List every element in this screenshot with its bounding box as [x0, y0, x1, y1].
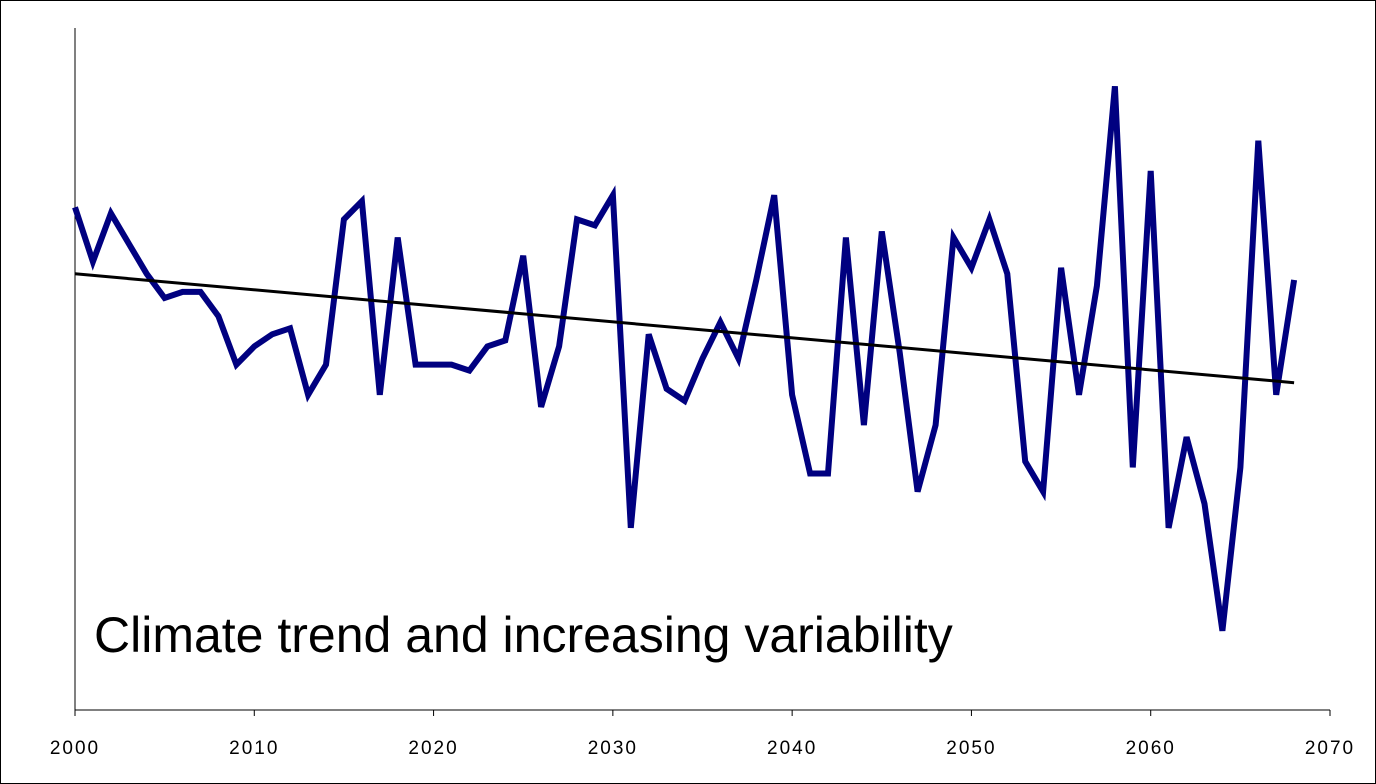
x-tick-label-2040: 2040	[767, 738, 817, 759]
x-tick-label-2030: 2030	[588, 738, 638, 759]
x-tick-label-2000: 2000	[50, 738, 100, 759]
x-tick-label-2060: 2060	[1126, 738, 1176, 759]
series-line-trend	[74, 272, 1295, 385]
x-tick-label-2020: 2020	[408, 738, 458, 759]
series-line-data	[72, 86, 1298, 632]
x-axis-ticks	[74, 710, 1331, 716]
chart-axes	[74, 28, 1330, 711]
x-axis-tick-labels: 2000 2010 2020 2030 2040 2050 2060 2070	[50, 738, 1355, 759]
x-tick-label-2070: 2070	[1305, 738, 1355, 759]
x-tick-label-2050: 2050	[946, 738, 996, 759]
series-layer	[72, 86, 1298, 632]
chart-annotation: Climate trend and increasing variability	[94, 607, 953, 663]
x-tick-label-2010: 2010	[229, 738, 279, 759]
